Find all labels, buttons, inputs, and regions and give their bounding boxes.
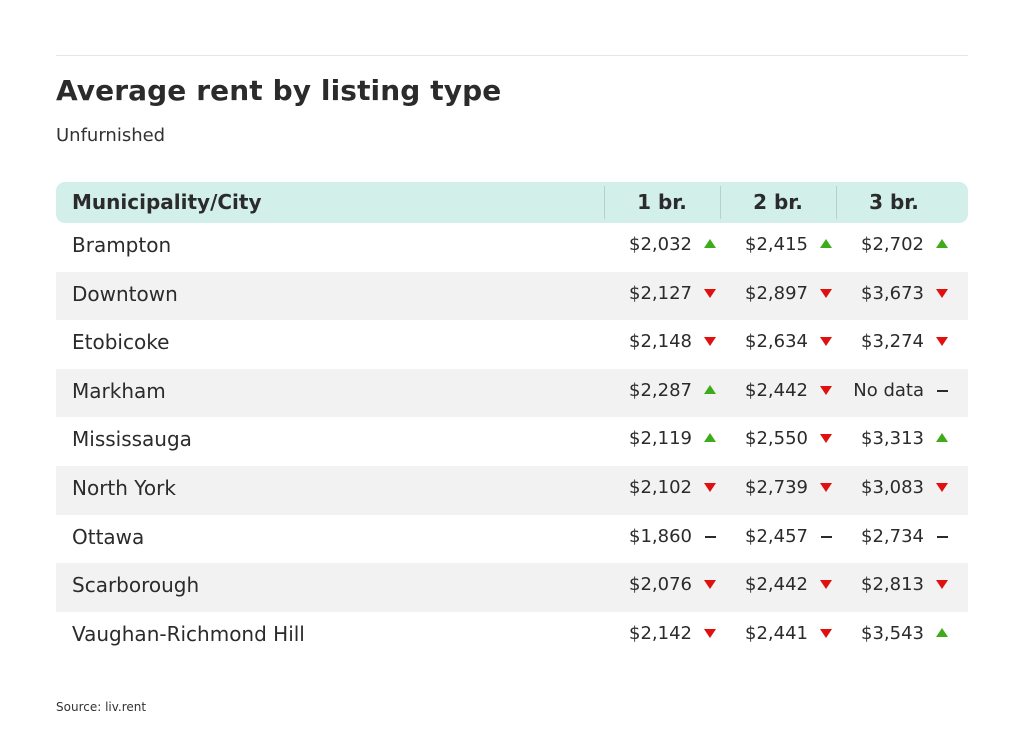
city-name: Ottawa (72, 524, 145, 549)
column-header-city: Municipality/City (72, 190, 262, 214)
rent-value: $3,083 (861, 476, 924, 498)
page-subtitle: Unfurnished (56, 125, 166, 146)
rent-value: $2,287 (629, 379, 692, 401)
rent-value: No data (853, 379, 924, 401)
source-note: Source: liv.rent (56, 700, 147, 714)
rent-value: $2,076 (629, 574, 692, 596)
triangle-down-icon (934, 479, 950, 495)
triangle-up-icon (702, 430, 718, 446)
rent-value: $2,032 (629, 234, 692, 255)
rent-value: $2,550 (745, 428, 808, 450)
triangle-down-icon (702, 333, 718, 349)
city-name: Markham (72, 378, 166, 403)
city-name: Mississauga (72, 427, 192, 452)
rent-value: $3,543 (861, 622, 924, 644)
dash-icon (934, 382, 950, 398)
triangle-down-icon (818, 479, 834, 495)
table-header: Municipality/City 1 br. 2 br. 3 br. (56, 182, 968, 223)
rent-value: $2,702 (861, 234, 924, 255)
rent-value: $2,148 (629, 331, 692, 353)
dash-icon (934, 528, 950, 544)
table-row: Markham $2,287 $2,442 No data (56, 368, 968, 418)
triangle-up-icon (818, 236, 834, 252)
city-name: Vaughan-Richmond Hill (72, 621, 305, 646)
triangle-up-icon (702, 382, 718, 398)
rent-table: Municipality/City 1 br. 2 br. 3 br. Bram… (56, 182, 968, 660)
table-row: North York $2,102 $2,739 $3,083 (56, 465, 968, 515)
rent-value: $1,860 (629, 525, 692, 547)
table-row: Etobicoke $2,148 $2,634 $3,274 (56, 320, 968, 369)
triangle-down-icon (818, 576, 834, 592)
rent-value: $3,274 (861, 331, 924, 353)
city-name: Downtown (72, 281, 178, 306)
rent-value: $3,673 (861, 282, 924, 304)
rent-value: $2,442 (745, 379, 808, 401)
triangle-down-icon (702, 576, 718, 592)
city-name: Etobicoke (72, 330, 170, 355)
top-divider (56, 55, 968, 56)
triangle-up-icon (702, 236, 718, 252)
page-title: Average rent by listing type (56, 74, 502, 107)
rent-value: $3,313 (861, 428, 924, 450)
triangle-down-icon (818, 382, 834, 398)
triangle-up-icon (934, 625, 950, 641)
triangle-down-icon (818, 625, 834, 641)
table-row: Ottawa $1,860 $2,457 $2,734 (56, 515, 968, 564)
table-row: Scarborough $2,076 $2,442 $2,813 (56, 563, 968, 612)
table-row: Downtown $2,127 $2,897 $3,673 (56, 271, 968, 321)
city-name: North York (72, 475, 176, 500)
rent-value: $2,127 (629, 282, 692, 304)
column-header-1br: 1 br. (637, 190, 687, 214)
rent-value: $2,119 (629, 428, 692, 450)
column-header-3br: 3 br. (869, 190, 919, 214)
triangle-up-icon (934, 430, 950, 446)
city-name: Scarborough (72, 573, 200, 598)
triangle-down-icon (818, 430, 834, 446)
table-row: Mississauga $2,119 $2,550 $3,313 (56, 417, 968, 466)
triangle-down-icon (818, 285, 834, 301)
column-header-2br: 2 br. (753, 190, 803, 214)
rent-value: $2,897 (745, 282, 808, 304)
table-row: Vaughan-Richmond Hill $2,142 $2,441 $3,543 (56, 612, 968, 661)
column-divider (836, 186, 837, 219)
dash-icon (702, 528, 718, 544)
rent-value: $2,142 (629, 622, 692, 644)
triangle-down-icon (818, 333, 834, 349)
triangle-up-icon (934, 236, 950, 252)
rent-value: $2,457 (745, 525, 808, 547)
rent-value: $2,102 (629, 476, 692, 498)
dash-icon (818, 528, 834, 544)
triangle-down-icon (702, 625, 718, 641)
rent-value: $2,813 (861, 574, 924, 596)
triangle-down-icon (702, 285, 718, 301)
column-divider (604, 186, 605, 219)
triangle-down-icon (702, 479, 718, 495)
city-name: Brampton (72, 233, 172, 257)
triangle-down-icon (934, 285, 950, 301)
rent-value: $2,634 (745, 331, 808, 353)
rent-value: $2,734 (861, 525, 924, 547)
triangle-down-icon (934, 576, 950, 592)
table-row: Brampton $2,032 $2,415 $2,702 (56, 223, 968, 272)
column-divider (720, 186, 721, 219)
rent-value: $2,415 (745, 234, 808, 255)
rent-value: $2,441 (745, 622, 808, 644)
rent-value: $2,442 (745, 574, 808, 596)
triangle-down-icon (934, 333, 950, 349)
rent-value: $2,739 (745, 476, 808, 498)
table-body: Brampton $2,032 $2,415 $2,702 Downtown $2,127… (56, 223, 968, 660)
